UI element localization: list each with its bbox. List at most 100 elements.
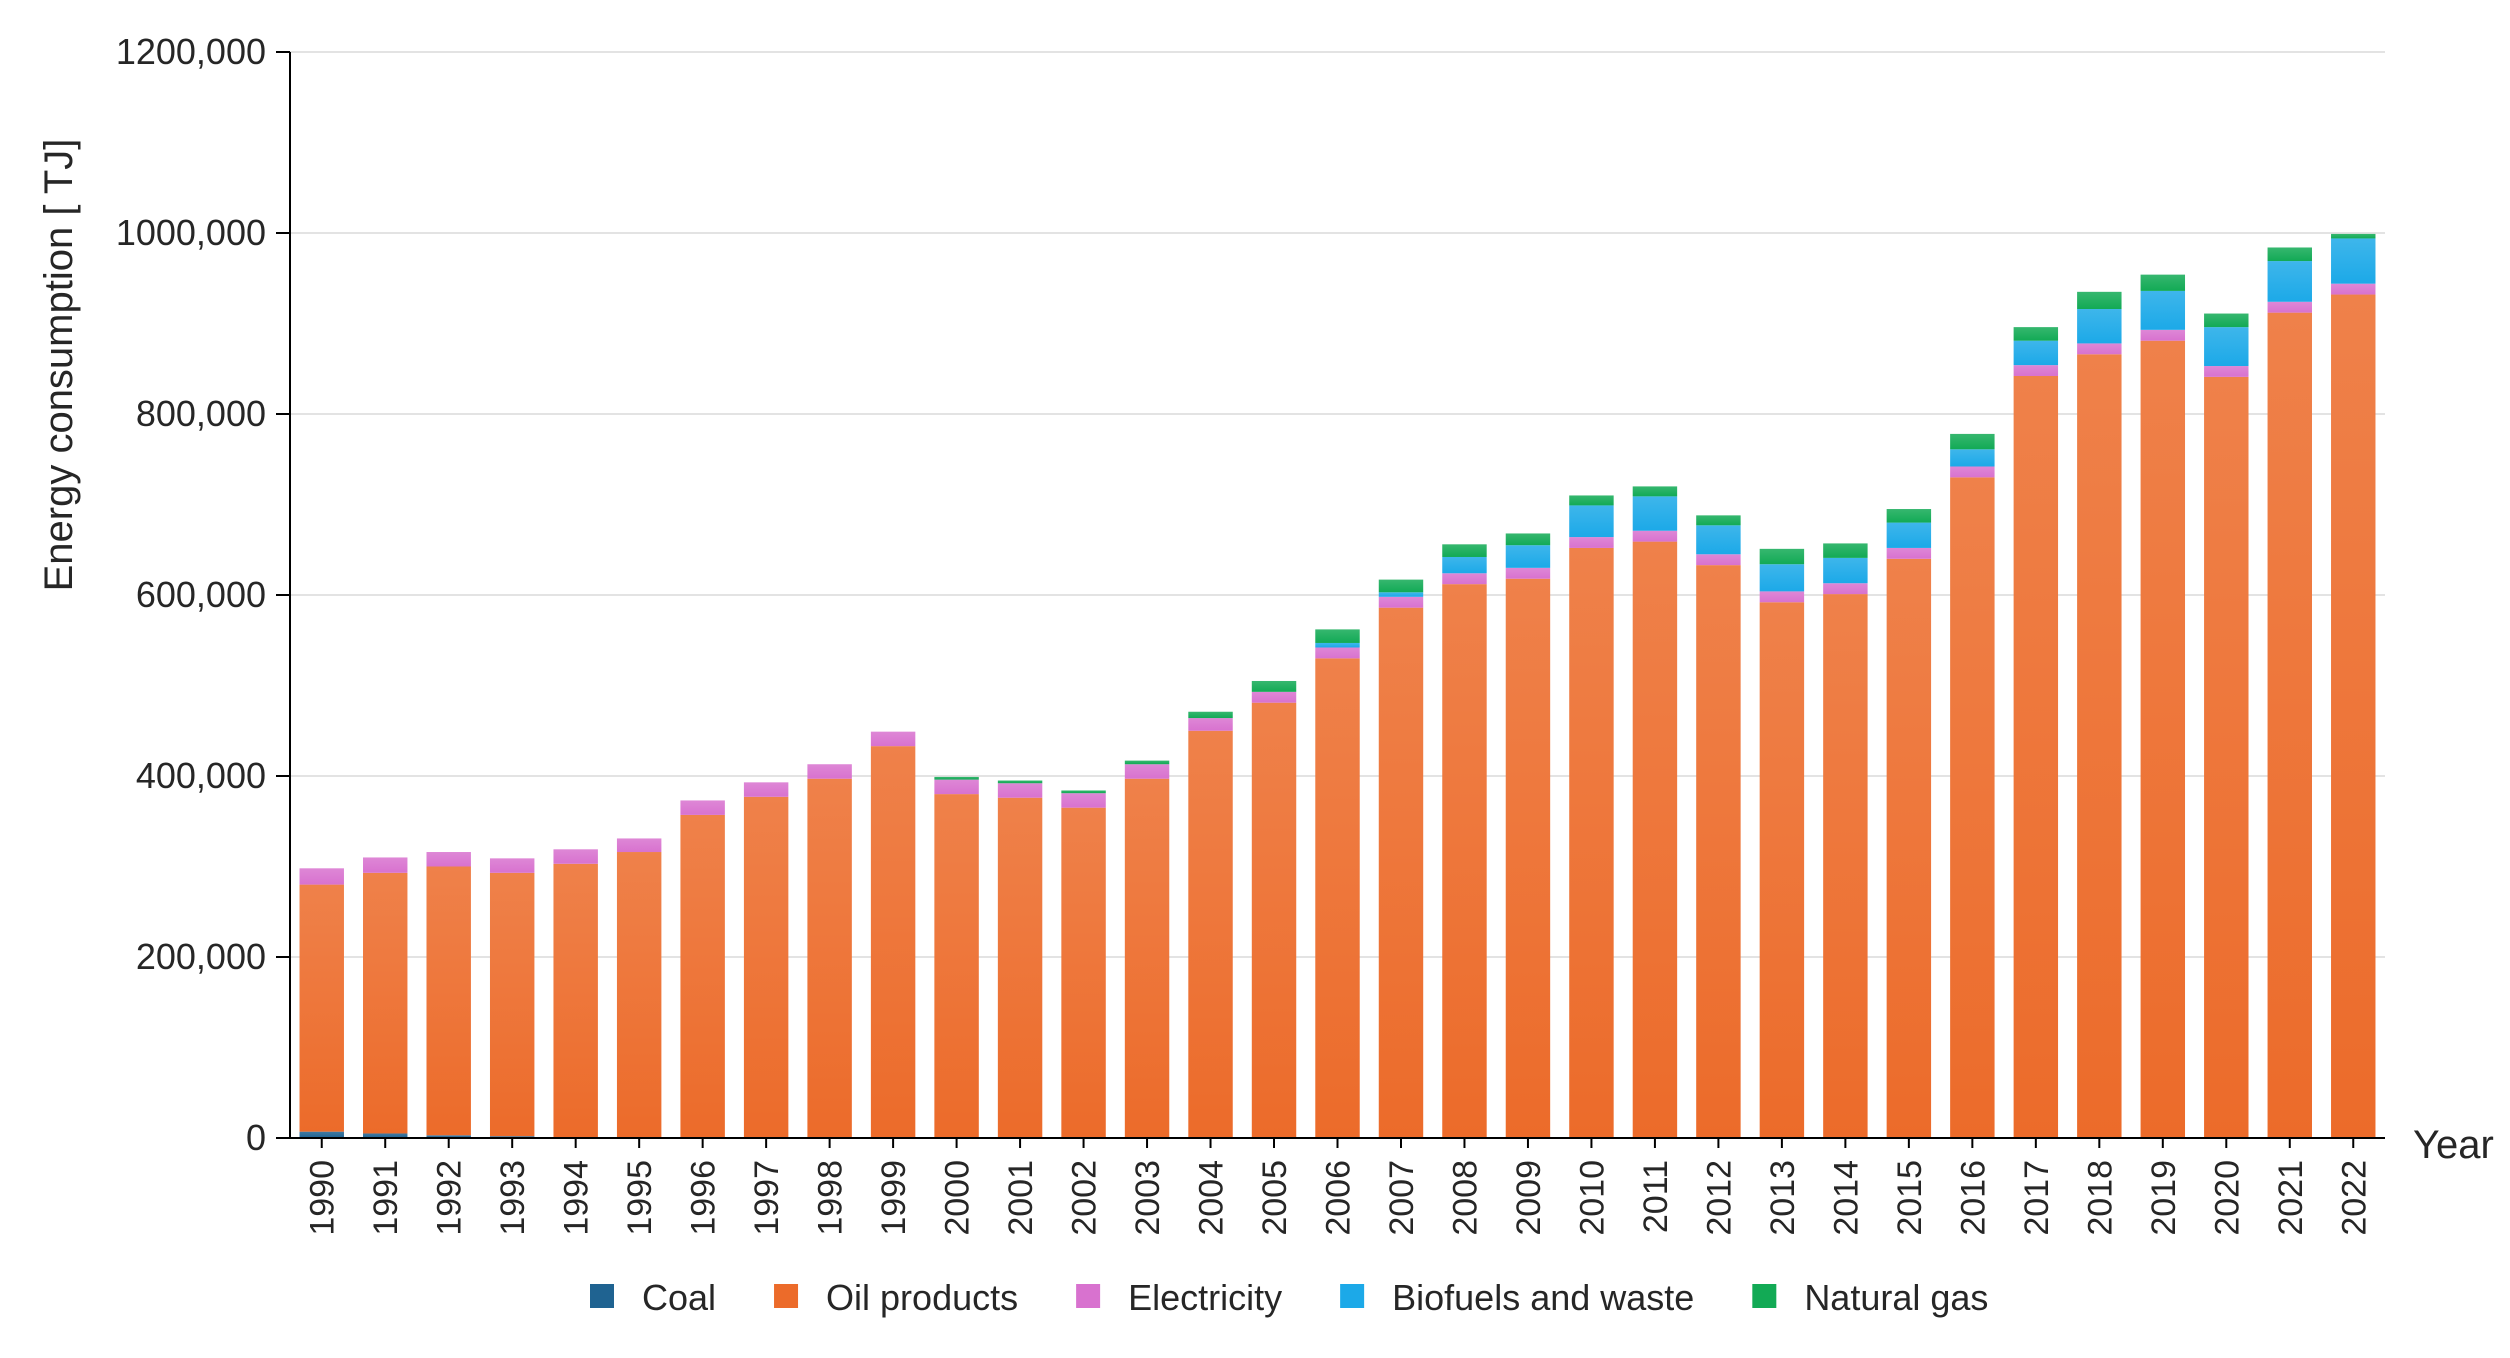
bar-electricity-2019	[2140, 329, 2186, 341]
legend-swatch	[590, 1284, 614, 1308]
bar-electricity-2018	[2077, 343, 2122, 355]
x-tick-label: 2020	[2208, 1160, 2246, 1236]
x-tick-label: 2005	[1256, 1160, 1294, 1236]
bar-natural-gas-2002	[1061, 790, 1106, 794]
x-tick-label: 2012	[1700, 1160, 1738, 1236]
legend-item-electricity: Electricity	[1076, 1277, 1282, 1318]
y-tick-label: 1000,000	[116, 212, 266, 253]
x-tick-labels: 1990 1991 1992 1993 1994 1995 1996 1997 1998 1999…	[304, 1160, 2374, 1236]
bar-natural-gas-2022	[2331, 233, 2376, 239]
y-tick-label: 600,000	[136, 574, 266, 615]
x-tick-label: 2013	[1764, 1160, 1802, 1236]
bar-natural-gas-2000	[934, 776, 979, 780]
bar-oil-products-2021	[2267, 312, 2312, 1138]
bar-biofuels-and-waste-2017	[2013, 340, 2059, 366]
bar-biofuels-and-waste-2012	[1696, 525, 1741, 555]
x-tick-label: 2000	[939, 1160, 977, 1236]
bar-electricity-2003	[1124, 764, 1170, 779]
legend-label: Electricity	[1128, 1277, 1282, 1318]
bar-biofuels-and-waste-2020	[2204, 327, 2249, 367]
bar-stack-2010	[1569, 495, 1614, 1138]
bar-biofuels-and-waste-2022	[2331, 238, 2376, 284]
bar-biofuels-and-waste-2010	[1569, 505, 1614, 538]
bar-natural-gas-2005	[1251, 680, 1297, 692]
bar-natural-gas-2007	[1378, 579, 1424, 593]
bar-electricity-2000	[934, 779, 979, 795]
bar-stack-2003	[1124, 760, 1170, 1138]
bar-stacks	[299, 233, 2376, 1139]
x-tick-label: 2002	[1066, 1160, 1104, 1236]
bar-stack-2014	[1823, 543, 1868, 1138]
bar-oil-products-2005	[1251, 702, 1297, 1138]
bar-oil-products-2006	[1315, 658, 1360, 1138]
bar-oil-products-1997	[743, 796, 789, 1138]
bar-electricity-1999	[870, 731, 916, 747]
x-tick-label: 1995	[621, 1160, 659, 1236]
x-tick-label: 1990	[304, 1160, 342, 1236]
legend-label: Biofuels and waste	[1392, 1277, 1694, 1318]
bar-stack-2022	[2331, 233, 2376, 1138]
bar-natural-gas-2018	[2077, 291, 2122, 310]
bar-natural-gas-2011	[1632, 486, 1678, 497]
x-tick-label: 2007	[1383, 1160, 1421, 1236]
y-tick-label: 800,000	[136, 393, 266, 434]
bar-natural-gas-2003	[1124, 760, 1170, 765]
bar-stack-2013	[1759, 548, 1805, 1138]
x-tick-label: 2009	[1510, 1160, 1548, 1236]
bar-electricity-1991	[363, 857, 408, 873]
bar-stack-1996	[680, 800, 725, 1138]
bar-oil-products-1994	[553, 863, 598, 1138]
x-tick-label: 1999	[875, 1160, 913, 1236]
y-tick-label: 1200,000	[116, 31, 266, 72]
bar-stack-1991	[363, 857, 408, 1138]
x-tick-label: 2010	[1573, 1160, 1611, 1236]
bar-natural-gas-2017	[2013, 327, 2059, 341]
bar-electricity-1997	[743, 782, 789, 797]
x-tick-label: 1998	[812, 1160, 850, 1236]
bar-natural-gas-2015	[1886, 509, 1932, 523]
x-tick-label: 2004	[1193, 1160, 1231, 1236]
bar-biofuels-and-waste-2008	[1442, 556, 1487, 574]
legend-label: Oil products	[826, 1277, 1018, 1318]
bar-stack-1997	[743, 782, 789, 1138]
bar-electricity-1994	[553, 849, 598, 864]
x-tick-label: 2022	[2335, 1160, 2373, 1236]
x-axis-title: Year	[2413, 1123, 2494, 1167]
bar-stack-2007	[1378, 579, 1424, 1138]
y-tick-label: 0	[246, 1117, 266, 1158]
bar-stack-1999	[870, 731, 916, 1138]
bar-natural-gas-2008	[1442, 544, 1487, 557]
bar-natural-gas-2012	[1696, 515, 1741, 526]
bar-oil-products-2010	[1569, 547, 1614, 1138]
bar-oil-products-2004	[1188, 730, 1233, 1138]
y-tick-label: 400,000	[136, 755, 266, 796]
bar-stack-1994	[553, 849, 598, 1138]
bar-biofuels-and-waste-2021	[2267, 261, 2312, 302]
bar-natural-gas-2010	[1569, 495, 1614, 506]
bar-oil-products-1995	[616, 852, 662, 1138]
bar-oil-products-2015	[1886, 558, 1932, 1138]
bar-oil-products-2011	[1632, 541, 1678, 1138]
x-tick-label: 1996	[685, 1160, 723, 1236]
bar-electricity-1992	[426, 852, 471, 867]
bar-oil-products-1998	[807, 778, 852, 1138]
bar-oil-products-2009	[1505, 578, 1551, 1138]
bar-electricity-2015	[1886, 547, 1932, 559]
bar-natural-gas-2019	[2140, 274, 2186, 291]
bar-stack-1990	[299, 868, 344, 1138]
x-tick-label: 2015	[1891, 1160, 1929, 1236]
bar-biofuels-and-waste-2006	[1315, 642, 1360, 648]
bar-electricity-2013	[1759, 591, 1805, 603]
x-tick-label: 1997	[748, 1160, 786, 1236]
bar-oil-products-2008	[1442, 584, 1487, 1138]
y-tick-labels: 0 200,000 400,000 600,000 800,000 1000,000 120…	[116, 31, 266, 1158]
bar-biofuels-and-waste-2015	[1886, 522, 1932, 548]
axes	[276, 51, 2385, 1148]
x-tick-label: 2017	[2018, 1160, 2056, 1236]
bar-electricity-2022	[2331, 283, 2376, 295]
bar-natural-gas-2001	[997, 780, 1043, 784]
bar-electricity-2014	[1823, 583, 1868, 595]
bar-oil-products-2017	[2013, 375, 2059, 1138]
